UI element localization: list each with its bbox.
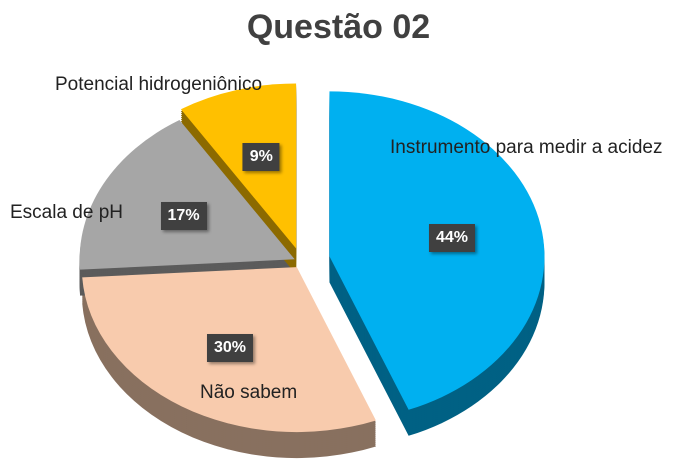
category-label: Não sabem [200,382,298,403]
value-label: 44% [428,224,475,253]
category-label: Potencial hidrogeniônico [55,74,263,95]
pie-slice [180,83,297,249]
category-label: Escala de pH [10,202,124,223]
category-label: Instrumento para medir a acidez [390,137,663,158]
chart-title: Questão 02 [246,8,431,46]
value-label: 30% [206,333,253,362]
pie-slice [79,119,295,270]
value-label: 17% [160,201,207,230]
value-label: 9% [242,142,280,171]
